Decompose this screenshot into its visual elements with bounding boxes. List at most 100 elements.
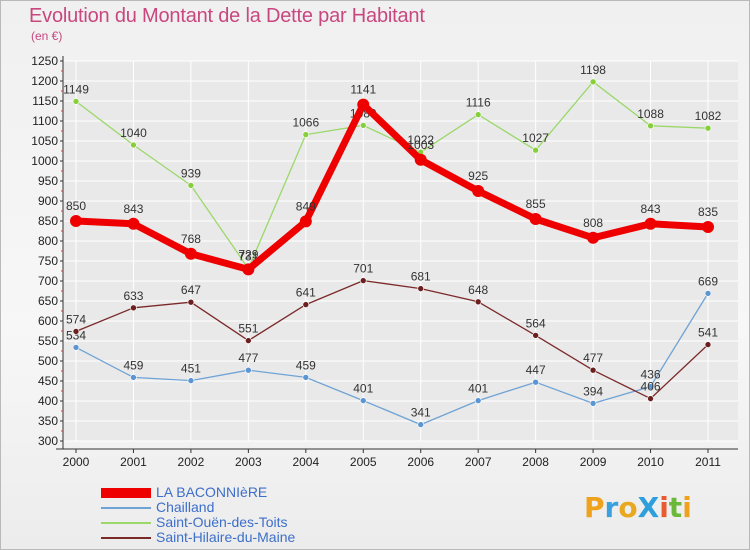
data-label: 447: [526, 363, 546, 377]
data-label: 477: [583, 351, 603, 365]
series-point: [299, 215, 312, 228]
y-tick-label: 850: [38, 214, 58, 228]
x-tick-label: 2010: [637, 455, 664, 469]
data-label: 1198: [580, 63, 606, 77]
data-label: 541: [698, 326, 718, 340]
data-label: 1066: [292, 116, 319, 130]
data-label: 406: [641, 380, 661, 394]
y-tick-label: 1100: [32, 114, 58, 128]
series-line: [72, 101, 712, 273]
y-tick-label: 700: [38, 274, 58, 288]
data-label: 701: [353, 262, 373, 276]
legend-swatch: [101, 487, 151, 498]
data-label: 849: [296, 199, 316, 213]
data-label: 459: [296, 358, 316, 372]
legend-swatch: [101, 506, 151, 509]
x-tick-label: 2002: [178, 455, 205, 469]
data-label: 641: [296, 286, 316, 300]
data-label: 633: [123, 289, 143, 303]
data-label: 436: [641, 368, 661, 382]
series-point: [130, 304, 137, 312]
series-point: [704, 124, 712, 132]
series-point: [127, 217, 140, 230]
data-label: 843: [123, 202, 143, 216]
data-label: 731: [238, 250, 258, 264]
chart-subtitle: (en €): [31, 29, 63, 43]
data-label: 647: [181, 283, 201, 297]
data-label: 394: [583, 384, 603, 398]
series-point: [72, 344, 80, 351]
series-point: [532, 378, 539, 386]
data-label: 534: [66, 328, 86, 342]
legend-label: Chailland: [156, 499, 215, 515]
y-tick-label: 750: [38, 254, 58, 268]
series-point: [184, 247, 197, 260]
series-point: [587, 231, 600, 244]
series-point: [589, 366, 597, 374]
series-point: [302, 374, 310, 381]
data-label: 1088: [637, 107, 664, 121]
series-point: [417, 421, 425, 428]
data-label: 855: [526, 197, 546, 211]
y-tick-label: 300: [38, 434, 58, 448]
series-point: [589, 400, 597, 407]
data-label: 808: [583, 216, 603, 230]
series-point: [532, 332, 539, 339]
data-label: 401: [468, 382, 488, 396]
series-point: [302, 301, 310, 308]
y-tick-label: 650: [38, 294, 58, 308]
y-tick-label: 1250: [31, 54, 58, 68]
series-point: [130, 374, 137, 381]
data-label: 925: [468, 169, 488, 183]
series-point: [414, 153, 427, 166]
data-label: 729: [238, 247, 258, 261]
series-point: [359, 277, 367, 284]
legend-swatch: [101, 536, 151, 539]
series-point: [359, 122, 367, 129]
data-label: 843: [641, 202, 661, 216]
data-label: 1116: [466, 96, 491, 110]
series-point: [704, 290, 712, 297]
series-point: [187, 182, 195, 189]
proxiti-logo: ProXiti: [584, 491, 692, 524]
series-point: [242, 263, 255, 276]
data-label: 1082: [695, 109, 722, 123]
series-point: [130, 141, 137, 149]
series-line: [75, 81, 709, 270]
data-label: 850: [66, 199, 86, 213]
legend-label: Saint-Hilaire-du-Maine: [156, 529, 296, 545]
series-point: [72, 98, 80, 105]
series-point: [647, 395, 654, 402]
x-tick-label: 2004: [292, 455, 319, 469]
series-point: [474, 111, 482, 118]
y-tick-label: 600: [38, 314, 58, 328]
series-point: [187, 377, 195, 384]
x-tick-label: 2006: [407, 455, 434, 469]
series-point: [70, 215, 82, 227]
data-label: 1022: [407, 133, 434, 147]
series-point: [357, 98, 370, 111]
series-point: [702, 221, 714, 233]
series-line: [75, 292, 709, 426]
x-tick-label: 2007: [465, 455, 492, 469]
data-label: 768: [181, 232, 201, 246]
data-label: 551: [238, 322, 258, 336]
y-tick-label: 450: [38, 374, 58, 388]
data-label: 459: [123, 358, 143, 372]
y-tick-label: 500: [38, 354, 58, 368]
series-point: [72, 328, 80, 335]
series-point: [589, 78, 597, 86]
series-point: [417, 285, 425, 292]
series-point: [472, 185, 485, 197]
series-point: [529, 213, 542, 225]
y-tick-label: 350: [38, 414, 58, 428]
x-tick-label: 2003: [235, 455, 262, 469]
series-point: [245, 366, 252, 374]
data-label: 341: [411, 406, 431, 420]
series-point: [647, 383, 654, 390]
data-label: 574: [66, 312, 86, 326]
x-tick-label: 2008: [522, 455, 549, 469]
chart-title: Evolution du Montant de la Dette par Hab…: [29, 5, 425, 27]
